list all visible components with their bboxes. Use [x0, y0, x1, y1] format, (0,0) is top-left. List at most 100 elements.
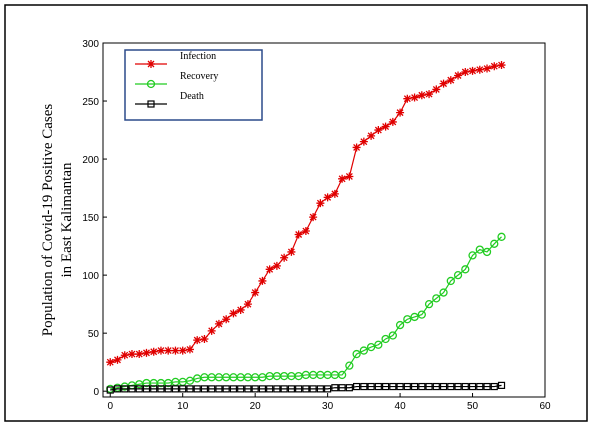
- marker: [309, 213, 318, 222]
- marker: [424, 299, 434, 309]
- marker: [367, 382, 375, 391]
- marker: [396, 108, 405, 117]
- marker: [266, 385, 274, 393]
- marker: [251, 288, 260, 297]
- x-tick-label: 20: [250, 401, 262, 412]
- marker: [417, 91, 426, 100]
- marker: [425, 382, 433, 391]
- series-line: [110, 236, 502, 390]
- marker: [345, 384, 353, 392]
- marker: [251, 385, 259, 393]
- marker: [367, 131, 376, 140]
- marker: [425, 90, 434, 99]
- marker: [497, 61, 506, 70]
- marker: [265, 265, 274, 274]
- marker: [468, 66, 477, 75]
- x-tick-label: 10: [177, 401, 189, 412]
- legend-marker: [146, 79, 156, 89]
- legend-label: Death: [180, 91, 204, 102]
- marker: [410, 312, 419, 322]
- marker: [171, 385, 180, 393]
- marker: [120, 351, 129, 360]
- marker: [222, 315, 231, 324]
- marker: [432, 85, 441, 94]
- y-tick-label: 150: [82, 213, 99, 224]
- x-tick-label: 0: [107, 401, 113, 412]
- marker: [446, 276, 455, 286]
- marker: [410, 382, 419, 391]
- y-tick-label: 300: [82, 39, 99, 50]
- marker: [461, 68, 470, 77]
- marker: [330, 189, 339, 198]
- marker: [214, 319, 223, 328]
- marker: [309, 385, 317, 393]
- marker: [439, 382, 448, 391]
- marker: [135, 350, 144, 359]
- marker: [222, 385, 230, 393]
- marker: [244, 385, 252, 393]
- marker: [164, 385, 172, 393]
- marker: [302, 385, 310, 393]
- marker: [359, 137, 368, 146]
- marker: [229, 385, 238, 393]
- marker: [186, 385, 194, 393]
- marker: [360, 382, 368, 391]
- marker: [417, 310, 426, 319]
- marker: [127, 350, 136, 359]
- marker: [483, 382, 491, 391]
- marker: [164, 346, 173, 355]
- legend-marker: [147, 100, 155, 108]
- y-tick-label: 200: [82, 155, 99, 166]
- marker: [475, 245, 484, 254]
- marker: [381, 334, 390, 344]
- marker: [352, 349, 361, 359]
- marker: [149, 347, 158, 356]
- marker: [185, 376, 195, 385]
- marker: [258, 276, 267, 285]
- marker: [331, 384, 339, 392]
- marker: [396, 382, 404, 391]
- marker: [113, 385, 122, 393]
- marker: [366, 342, 376, 352]
- marker: [301, 227, 310, 236]
- marker: [229, 309, 238, 318]
- marker: [454, 382, 462, 391]
- marker: [374, 340, 383, 349]
- marker: [200, 385, 209, 393]
- marker: [121, 385, 129, 393]
- marker: [128, 385, 136, 393]
- marker: [316, 385, 324, 393]
- x-tick-label: 50: [467, 401, 479, 412]
- marker: [294, 230, 303, 239]
- marker: [403, 382, 411, 391]
- marker: [338, 384, 346, 392]
- marker: [106, 358, 115, 367]
- marker: [287, 247, 296, 256]
- marker: [323, 193, 332, 202]
- y-tick-label: 250: [82, 97, 99, 108]
- marker: [497, 232, 506, 241]
- marker: [353, 382, 361, 391]
- y-axis-label: in East Kalimantan: [59, 162, 75, 277]
- y-tick-label: 50: [88, 329, 100, 340]
- legend-label: Recovery: [180, 71, 218, 82]
- marker: [374, 382, 382, 391]
- marker: [150, 385, 158, 393]
- marker: [476, 382, 484, 391]
- marker: [135, 385, 143, 393]
- marker: [106, 386, 114, 394]
- marker: [200, 334, 209, 343]
- marker: [359, 346, 369, 355]
- marker: [388, 331, 397, 340]
- legend-marker: [147, 60, 155, 68]
- series-line: [110, 384, 502, 391]
- marker: [338, 174, 347, 183]
- marker: [273, 385, 281, 393]
- y-axis-label: Population of Covid-19 Positive Cases: [40, 104, 56, 337]
- x-tick-label: 30: [322, 401, 334, 412]
- marker: [410, 93, 419, 102]
- y-tick-label: 0: [93, 387, 99, 398]
- y-tick-label: 100: [82, 271, 99, 282]
